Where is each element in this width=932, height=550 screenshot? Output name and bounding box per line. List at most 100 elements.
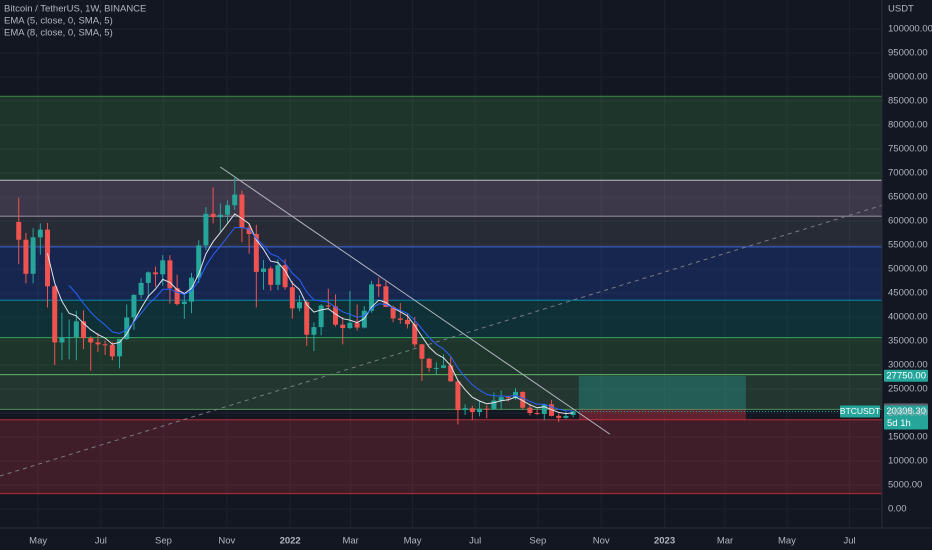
zone	[0, 374, 882, 410]
y-tick-label: 45000.00	[888, 288, 928, 299]
candle-body	[448, 365, 454, 382]
y-tick-label: 50000.00	[888, 264, 928, 275]
axes: 0.00 5000.00 10000.00 15000.00 20000.00 25000…	[29, 24, 932, 547]
drawings	[0, 166, 883, 477]
candle-body	[210, 213, 216, 218]
x-tick-label: Mar	[717, 536, 733, 547]
candle-body	[426, 358, 432, 368]
last-price-label: 20308.30	[886, 406, 926, 417]
candle-body	[361, 310, 367, 328]
zone	[0, 216, 882, 247]
candle-body	[412, 324, 418, 345]
candle-body	[275, 265, 281, 285]
zone	[0, 96, 882, 181]
candle-body	[253, 233, 259, 272]
overlay: 27750.0020750.0018600.00BTCUSDT20308.305…	[573, 369, 928, 430]
price-label: 27750.00	[886, 370, 926, 381]
x-tick-label: May	[404, 536, 422, 547]
candle-body	[189, 277, 195, 302]
candle-body	[397, 318, 403, 320]
candle-body	[383, 286, 389, 307]
x-tick-label: Mar	[342, 536, 358, 547]
candle-body	[181, 301, 187, 305]
y-tick-label: 30000.00	[888, 360, 928, 371]
candle-body	[311, 327, 317, 335]
candle-body	[513, 391, 519, 398]
candle-body	[563, 415, 569, 418]
x-tick-label: Sep	[529, 536, 546, 547]
y-tick-label: 65000.00	[888, 192, 928, 203]
candle-body	[232, 194, 238, 206]
indicator-legend: EMA (5, close, 0, SMA, 5)	[4, 16, 113, 27]
candle-body	[196, 245, 202, 278]
candle-body	[455, 381, 461, 411]
trend-line	[220, 166, 611, 435]
x-tick-label: May	[29, 536, 47, 547]
candle-body	[405, 319, 411, 325]
y-tick-label: 20000.00	[888, 408, 928, 419]
candle-body	[66, 337, 72, 339]
candle-body	[268, 268, 274, 285]
y-tick-label: 40000.00	[888, 312, 928, 323]
candle-body	[153, 272, 159, 275]
candle-body	[419, 344, 425, 359]
candles	[16, 177, 576, 425]
candle-body	[505, 397, 511, 399]
symbol-label: BTCUSDT	[840, 406, 880, 416]
candle-body	[369, 284, 375, 311]
candle-body	[52, 286, 58, 343]
indicator-legend: EMA (8, close, 0, SMA, 5)	[4, 28, 113, 39]
zones	[0, 95, 882, 495]
candle-body	[325, 305, 331, 307]
candle-body	[390, 306, 396, 319]
candle-body	[203, 213, 209, 246]
candle-body	[462, 408, 468, 411]
y-tick-label: 10000.00	[888, 456, 928, 467]
candle-body	[239, 194, 245, 228]
ema-line	[47, 213, 574, 415]
candle-body	[333, 306, 339, 325]
candle-body	[469, 408, 475, 413]
x-tick-label: Nov	[218, 536, 235, 547]
candle-body	[541, 404, 547, 414]
zone	[0, 180, 882, 217]
candle-body	[376, 284, 382, 287]
y-tick-label: 85000.00	[888, 96, 928, 107]
candle-body	[354, 322, 360, 328]
y-tick-label: 90000.00	[888, 72, 928, 83]
chart-title: Bitcoin / TetherUS, 1W, BINANCE	[4, 4, 146, 15]
x-tick-label: 2022	[280, 536, 301, 547]
zone	[0, 419, 882, 494]
candle-body	[246, 227, 252, 234]
candle-body	[261, 268, 267, 272]
candle-body	[45, 229, 51, 287]
candle-body	[145, 272, 151, 283]
y-tick-label: 15000.00	[888, 432, 928, 443]
candle-body	[477, 408, 483, 413]
candle-body	[95, 342, 101, 345]
trend-line	[0, 204, 883, 477]
candle-body	[225, 205, 231, 215]
candle-body	[340, 324, 346, 329]
x-tick-label: May	[778, 536, 796, 547]
y-tick-label: 35000.00	[888, 336, 928, 347]
candle-body	[282, 265, 288, 288]
candle-body	[318, 305, 324, 328]
x-tick-label: Jul	[95, 536, 107, 547]
y-tick-label: 80000.00	[888, 120, 928, 131]
y-tick-label: 25000.00	[888, 384, 928, 395]
x-tick-label: 2023	[654, 536, 675, 547]
candle-body	[289, 287, 295, 309]
candle-body	[88, 338, 94, 343]
candle-body	[174, 288, 180, 305]
grid	[0, 0, 882, 528]
candle-body	[109, 344, 115, 357]
candle-body	[534, 413, 540, 415]
x-tick-label: Sep	[155, 536, 172, 547]
y-tick-label: 75000.00	[888, 144, 928, 155]
candle-body	[59, 337, 65, 343]
candle-body	[441, 365, 447, 368]
candle-body	[23, 239, 29, 274]
candle-body	[520, 391, 526, 408]
